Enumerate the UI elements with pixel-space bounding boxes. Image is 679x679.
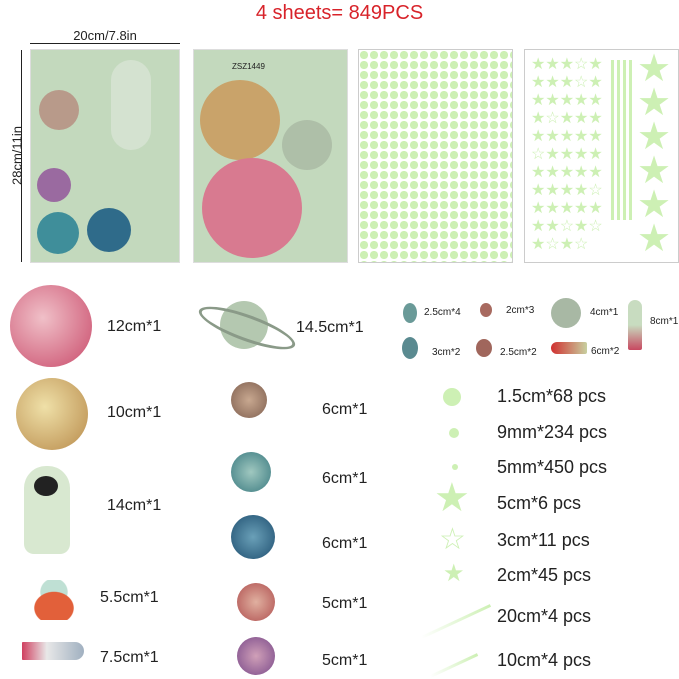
sheet-4-stars: ★★★☆★★★★☆★★★★★★★☆★★★★★★★★☆★★★★★★★★★★★★★☆… (524, 49, 679, 263)
blue-planet-icon (231, 515, 275, 559)
pink-planet-icon (10, 285, 92, 367)
moon-icon (551, 298, 581, 328)
red-planet-icon (237, 583, 275, 621)
item-label: 10cm*4 pcs (497, 650, 592, 670)
sheet-3-dots (358, 49, 513, 263)
item-label: 5cm*1 (322, 595, 368, 612)
item-label: 7.5cm*1 (100, 649, 159, 666)
rocket-icon (628, 300, 642, 350)
item-label: 6cm*1 (322, 535, 368, 552)
item-label: 2.5cm*2 (500, 347, 537, 358)
item-label: 5.5cm*1 (100, 589, 159, 606)
item-label: 5mm*450 pcs (497, 457, 608, 477)
item-label: 10cm*1 (107, 404, 162, 421)
item-label: 6cm*2 (591, 346, 620, 357)
item-label: 6cm*1 (322, 470, 368, 487)
asteroid-red-icon (480, 303, 492, 317)
width-arrow (30, 43, 180, 44)
purple-planet-icon (237, 637, 275, 675)
item-label: 9mm*234 pcs (497, 422, 608, 442)
small-star-icon: ★ (443, 560, 465, 587)
outline-star-icon: ☆ (439, 523, 466, 556)
item-label: 2cm*45 pcs (497, 565, 592, 585)
ufo-icon (20, 580, 88, 620)
item-label: 12cm*1 (107, 318, 162, 335)
item-label: 6cm*1 (322, 401, 368, 418)
item-label: 3cm*11 pcs (497, 530, 590, 550)
width-label: 20cm/7.8in (73, 28, 137, 43)
item-label: 3cm*2 (432, 347, 461, 358)
yellow-planet-icon (16, 378, 88, 450)
item-label: 1.5cm*68 pcs (497, 386, 607, 406)
item-label: 14.5cm*1 (296, 319, 364, 336)
height-arrow (21, 50, 22, 262)
item-label: 5cm*1 (322, 652, 368, 669)
asteroid-blue-icon (403, 303, 417, 323)
teal-planet-icon (231, 452, 271, 492)
long-meteor-icon (420, 604, 492, 639)
item-label: 2.5cm*4 (424, 307, 461, 318)
item-label: 14cm*1 (107, 497, 162, 514)
astronaut-icon (24, 466, 70, 554)
asteroid-blue-icon (402, 337, 418, 359)
asteroid-red-icon (476, 339, 492, 357)
large-star-icon: ★ (434, 476, 470, 520)
large-dot-icon (443, 388, 461, 406)
sheet-code: ZSZ1449 (232, 62, 265, 71)
height-label: 28cm/11in (9, 126, 25, 186)
comet-icon (551, 342, 587, 354)
item-label: 2cm*3 (506, 305, 535, 316)
item-label: 8cm*1 (650, 316, 679, 327)
brown-planet-icon (231, 382, 267, 418)
sheet-2: ZSZ1449 (193, 49, 348, 263)
item-label: 4cm*1 (590, 307, 619, 318)
small-dot-icon (452, 464, 458, 470)
item-label: 20cm*4 pcs (497, 606, 592, 626)
page-title: 4 sheets= 849PCS (255, 2, 424, 24)
item-label: 5cm*6 pcs (497, 493, 582, 513)
ringed-planet-icon (194, 297, 300, 358)
short-meteor-icon (429, 653, 479, 678)
sheet-1 (30, 49, 180, 263)
medium-dot-icon (449, 428, 459, 438)
space-shuttle-icon (22, 642, 84, 660)
